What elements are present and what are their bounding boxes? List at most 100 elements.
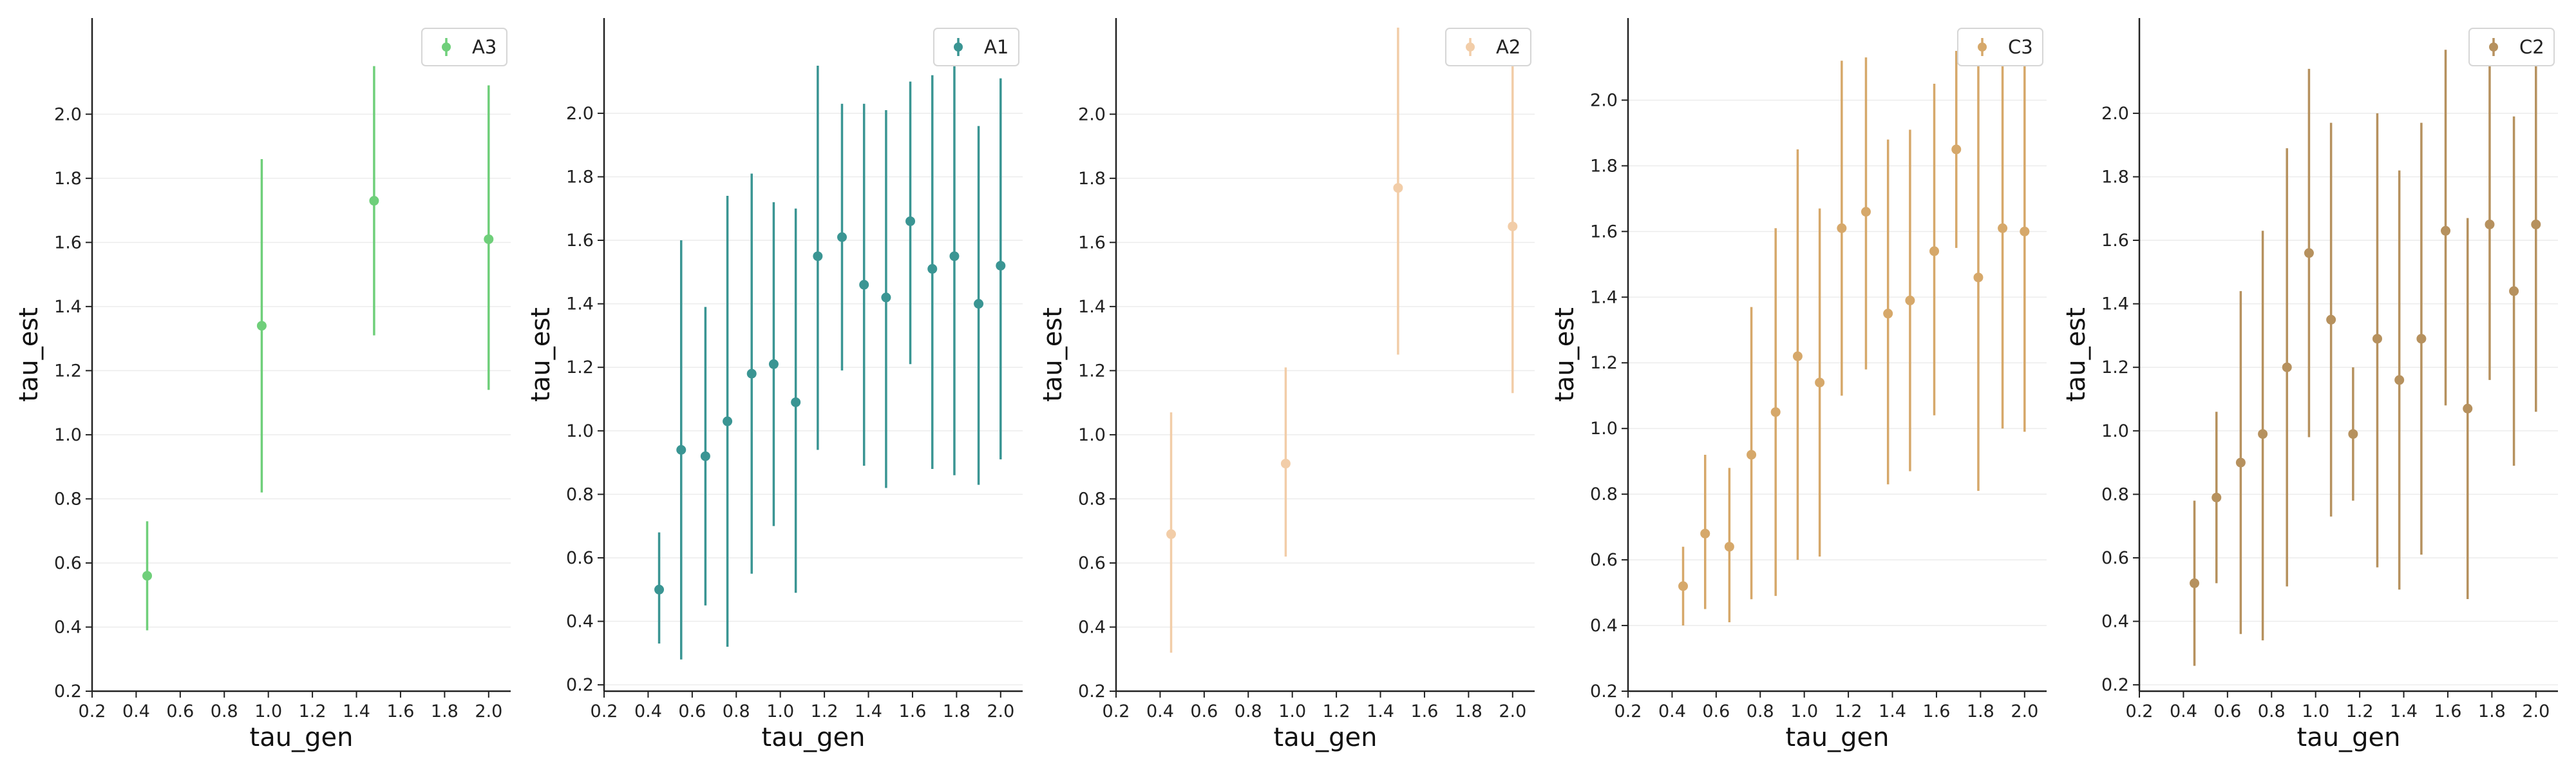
y-tick-label-9: 2.0 — [566, 104, 594, 124]
y-tick-label-4: 1.0 — [1078, 425, 1106, 445]
data-point-4 — [2282, 362, 2292, 372]
data-point-11 — [905, 216, 916, 226]
y-tick-label-1: 0.4 — [2101, 612, 2129, 632]
y-tick-label-4: 1.0 — [2101, 421, 2129, 441]
y-tick-label-3: 0.8 — [1078, 489, 1106, 509]
data-point-3 — [2258, 429, 2268, 439]
data-point-5 — [2304, 248, 2314, 258]
x-tick-label-7: 1.6 — [386, 701, 414, 721]
legend-frame — [1445, 28, 1531, 66]
x-axis-label: tau_gen — [2297, 723, 2401, 752]
y-tick-label-4: 1.0 — [54, 425, 82, 445]
y-tick-label-5: 1.2 — [54, 361, 82, 381]
y-tick-label-9: 2.0 — [1590, 90, 1618, 110]
data-point-1 — [2211, 492, 2222, 502]
data-point-15 — [996, 260, 1006, 271]
x-tick-label-5: 1.2 — [1323, 701, 1350, 721]
x-tick-label-6: 1.4 — [343, 701, 370, 721]
data-point-6 — [1815, 377, 1825, 388]
y-axis-label: tau_est — [2061, 307, 2091, 402]
data-point-8 — [2372, 334, 2382, 344]
y-axis-label: tau_est — [526, 307, 556, 402]
x-tick-label-4: 1.0 — [2302, 701, 2329, 721]
x-tick-label-0: 0.2 — [2126, 701, 2154, 721]
x-tick-label-2: 0.6 — [166, 701, 194, 721]
y-tick-label-4: 1.0 — [566, 421, 594, 441]
legend-label: A2 — [1496, 36, 1520, 58]
data-point-6 — [2326, 314, 2336, 325]
x-tick-label-4: 1.0 — [254, 701, 282, 721]
data-point-13 — [2485, 219, 2495, 229]
data-point-9 — [2394, 375, 2405, 385]
y-tick-label-1: 0.4 — [566, 612, 594, 632]
y-tick-label-2: 0.6 — [2101, 548, 2129, 568]
x-axis-label: tau_gen — [250, 723, 354, 752]
y-tick-label-3: 0.8 — [54, 489, 82, 509]
data-point-1 — [256, 321, 267, 331]
y-tick-label-6: 1.4 — [54, 297, 82, 317]
y-tick-label-2: 0.6 — [566, 548, 594, 568]
y-tick-label-8: 1.8 — [566, 167, 594, 187]
x-tick-label-5: 1.2 — [299, 701, 327, 721]
y-tick-label-5: 1.2 — [566, 358, 594, 377]
x-tick-label-1: 0.4 — [1146, 701, 1174, 721]
y-axis-label: tau_est — [14, 307, 44, 402]
data-point-14 — [974, 299, 984, 309]
data-point-0 — [654, 584, 665, 595]
data-point-2 — [1724, 542, 1734, 552]
chart-panel-5: 0.2 0.4 0.6 0.8 1.0 1.2 1.4 1.6 1.8 2.0 0.2 0.4 0.6 0… — [2061, 18, 2558, 752]
data-point-0 — [142, 571, 153, 581]
x-tick-label-8: 1.8 — [2478, 701, 2506, 721]
y-tick-label-6: 1.4 — [1590, 287, 1618, 307]
y-tick-label-7: 1.6 — [54, 233, 82, 253]
legend-frame — [1957, 28, 2043, 66]
x-tick-label-5: 1.2 — [811, 701, 838, 721]
data-point-2 — [369, 196, 379, 206]
x-tick-label-8: 1.8 — [943, 701, 971, 721]
legend-frame — [421, 28, 507, 66]
x-tick-label-7: 1.6 — [1410, 701, 1438, 721]
data-point-4 — [746, 368, 757, 379]
x-tick-label-7: 1.6 — [898, 701, 926, 721]
data-point-12 — [2463, 403, 2473, 414]
data-point-7 — [1837, 223, 1847, 233]
x-tick-label-3: 0.8 — [2258, 701, 2286, 721]
y-tick-label-5: 1.2 — [1590, 353, 1618, 373]
x-tick-label-8: 1.8 — [1455, 701, 1482, 721]
x-tick-label-8: 1.8 — [1967, 701, 1994, 721]
x-axis-label: tau_gen — [1274, 723, 1378, 752]
y-tick-label-2: 0.6 — [1590, 550, 1618, 570]
data-point-4 — [1770, 407, 1781, 417]
x-tick-label-3: 0.8 — [211, 701, 238, 721]
data-point-9 — [1883, 309, 1893, 319]
legend: C2 — [2468, 28, 2555, 66]
y-tick-label-8: 1.8 — [1590, 156, 1618, 176]
data-point-3 — [723, 416, 733, 426]
y-tick-label-1: 0.4 — [1078, 617, 1106, 637]
y-axis-label: tau_est — [1550, 307, 1580, 402]
y-tick-label-6: 1.4 — [566, 294, 594, 314]
data-point-2 — [700, 451, 710, 461]
data-point-10 — [881, 292, 891, 303]
y-tick-label-5: 1.2 — [1078, 361, 1106, 381]
legend-marker-point — [442, 43, 451, 52]
data-point-3 — [1508, 221, 1518, 231]
y-tick-label-3: 0.8 — [2101, 484, 2129, 504]
chart-panel-2: 0.2 0.4 0.6 0.8 1.0 1.2 1.4 1.6 1.8 2.0 0.2 0.4 0.6 0… — [526, 18, 1023, 752]
x-tick-label-6: 1.4 — [1879, 701, 1906, 721]
x-tick-label-0: 0.2 — [1615, 701, 1642, 721]
data-point-10 — [1905, 295, 1915, 305]
x-tick-label-5: 1.2 — [2346, 701, 2374, 721]
x-tick-label-0: 0.2 — [79, 701, 106, 721]
x-tick-label-4: 1.0 — [766, 701, 794, 721]
data-point-12 — [927, 263, 938, 274]
data-point-15 — [2020, 226, 2030, 236]
legend-frame — [2468, 28, 2555, 66]
x-tick-label-2: 0.6 — [1702, 701, 1730, 721]
y-tick-label-9: 2.0 — [54, 104, 82, 124]
y-tick-label-9: 2.0 — [2101, 104, 2129, 124]
y-tick-label-0: 0.2 — [1590, 682, 1618, 701]
data-point-11 — [2441, 225, 2451, 236]
data-point-10 — [2416, 334, 2427, 344]
legend-label: A1 — [984, 36, 1009, 58]
